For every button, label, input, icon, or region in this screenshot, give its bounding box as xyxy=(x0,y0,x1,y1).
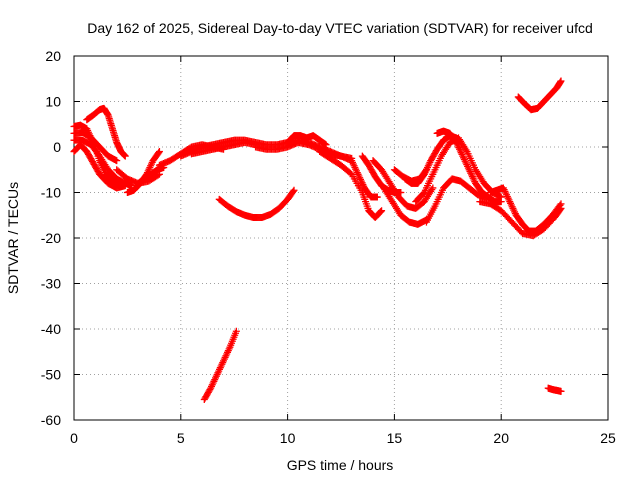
data-point xyxy=(557,200,565,208)
data-point xyxy=(155,148,163,156)
data-point xyxy=(290,186,298,194)
series-arc-17 xyxy=(326,150,381,201)
x-tick-label: 25 xyxy=(600,430,616,446)
x-tick-label: 15 xyxy=(387,430,403,446)
series-arc-12 xyxy=(215,186,298,222)
data-point xyxy=(322,141,330,149)
data-point xyxy=(377,208,385,216)
y-axis-label: SDTVAR / TECUs xyxy=(5,182,21,294)
y-tick-label: 20 xyxy=(45,48,61,64)
series-arc-16 xyxy=(316,148,386,222)
series-arc-11 xyxy=(187,138,260,158)
x-tick-label: 20 xyxy=(493,430,509,446)
series-arc-19 xyxy=(369,157,437,212)
data-point xyxy=(429,184,437,192)
series-arc-25 xyxy=(433,127,505,206)
data-point xyxy=(373,193,381,201)
x-axis-label: GPS time / hours xyxy=(287,457,394,473)
data-points xyxy=(70,77,565,404)
series-arc-22 xyxy=(401,132,460,187)
data-point xyxy=(557,387,565,395)
data-point xyxy=(206,386,214,394)
y-tick-label: -20 xyxy=(41,230,61,246)
series-arc-29 xyxy=(544,384,565,395)
series-arc-8 xyxy=(134,163,168,187)
data-point xyxy=(155,149,163,157)
y-tick-label: 0 xyxy=(53,139,61,155)
y-tick-label: -60 xyxy=(41,412,61,428)
chart-title: Day 162 of 2025, Sidereal Day-to-day VTE… xyxy=(87,20,593,36)
grid-lines xyxy=(74,56,608,420)
data-point xyxy=(121,152,129,160)
y-tick-label: -30 xyxy=(41,276,61,292)
data-point xyxy=(557,77,565,85)
y-tick-label: 10 xyxy=(45,94,61,110)
x-tick-label: 5 xyxy=(177,430,185,446)
data-point xyxy=(378,207,386,215)
data-point xyxy=(497,198,505,206)
series-arc-27 xyxy=(487,184,565,235)
y-tick-label: -50 xyxy=(41,367,61,383)
series-arc-4 xyxy=(70,141,129,192)
x-tick-label: 10 xyxy=(280,430,296,446)
series-arc-13 xyxy=(200,327,240,404)
series-arc-15 xyxy=(284,132,330,149)
data-point xyxy=(289,187,297,195)
series-arc-5 xyxy=(83,104,129,160)
data-point xyxy=(232,327,240,335)
x-tick-label: 0 xyxy=(70,430,78,446)
series-arc-24 xyxy=(422,175,490,226)
y-tick-label: -40 xyxy=(41,321,61,337)
series-arc-2 xyxy=(70,128,121,165)
data-point xyxy=(556,201,564,209)
series-arc-3 xyxy=(70,136,136,190)
y-tick-label: -10 xyxy=(41,185,61,201)
data-point xyxy=(113,157,121,165)
series-arc-28 xyxy=(514,77,565,114)
data-point xyxy=(121,182,129,190)
axes: 0 5 10 15 20 25 -60 -50 -40 -30 -20 -10 0 10 20 xyxy=(41,48,616,446)
